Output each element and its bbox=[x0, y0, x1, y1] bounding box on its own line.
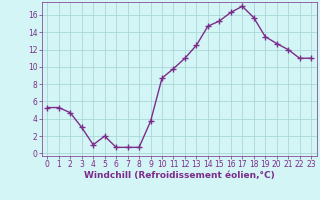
X-axis label: Windchill (Refroidissement éolien,°C): Windchill (Refroidissement éolien,°C) bbox=[84, 171, 275, 180]
